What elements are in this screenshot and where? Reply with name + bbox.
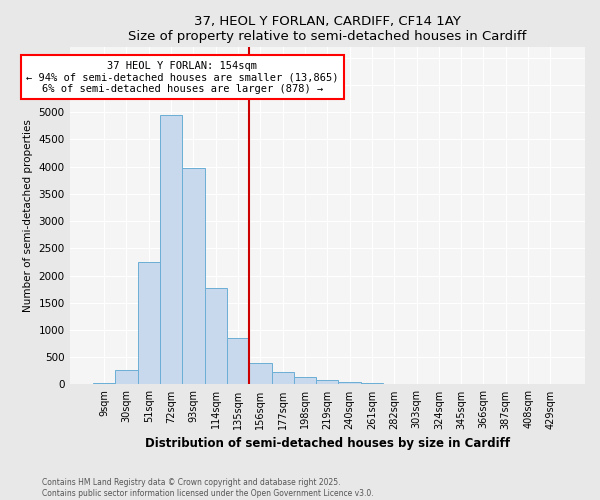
Bar <box>182 168 205 384</box>
Bar <box>338 382 361 384</box>
Text: Contains HM Land Registry data © Crown copyright and database right 2025.
Contai: Contains HM Land Registry data © Crown c… <box>42 478 374 498</box>
Title: 37, HEOL Y FORLAN, CARDIFF, CF14 1AY
Size of property relative to semi-detached : 37, HEOL Y FORLAN, CARDIFF, CF14 1AY Siz… <box>128 15 526 43</box>
Bar <box>205 288 227 384</box>
Text: 37 HEOL Y FORLAN: 154sqm
← 94% of semi-detached houses are smaller (13,865)
6% o: 37 HEOL Y FORLAN: 154sqm ← 94% of semi-d… <box>26 60 338 94</box>
Bar <box>227 338 249 384</box>
Bar <box>249 363 272 384</box>
Bar <box>115 370 137 384</box>
X-axis label: Distribution of semi-detached houses by size in Cardiff: Distribution of semi-detached houses by … <box>145 437 510 450</box>
Y-axis label: Number of semi-detached properties: Number of semi-detached properties <box>23 119 33 312</box>
Bar <box>160 115 182 384</box>
Bar <box>93 383 115 384</box>
Bar <box>294 378 316 384</box>
Bar <box>137 262 160 384</box>
Bar <box>316 380 338 384</box>
Bar <box>361 383 383 384</box>
Bar <box>272 372 294 384</box>
